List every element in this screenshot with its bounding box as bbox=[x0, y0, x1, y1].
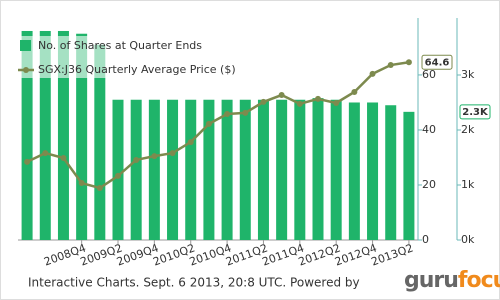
legend: No. of Shares at Quarter Ends SGX:J36 Qu… bbox=[16, 36, 266, 78]
point bbox=[387, 62, 394, 69]
point bbox=[315, 95, 321, 102]
point bbox=[187, 139, 194, 146]
logo: gurufocus bbox=[404, 268, 500, 293]
bar bbox=[221, 99, 233, 240]
point bbox=[133, 156, 140, 163]
bar bbox=[203, 99, 215, 240]
point bbox=[224, 111, 231, 118]
y-tick-label: 40 bbox=[422, 123, 436, 136]
bar bbox=[185, 99, 197, 240]
y-tick-label: 0 bbox=[422, 233, 429, 246]
bar bbox=[130, 99, 142, 240]
point bbox=[351, 89, 358, 95]
bar bbox=[76, 33, 88, 241]
bar bbox=[112, 99, 124, 240]
point bbox=[169, 150, 176, 157]
point bbox=[260, 98, 267, 105]
y2-tick-label: 0k bbox=[461, 233, 475, 246]
legend-label: SGX:J36 Quarterly Average Price ($) bbox=[38, 63, 236, 76]
point bbox=[24, 158, 31, 165]
value-label-box bbox=[459, 104, 491, 120]
bar bbox=[312, 98, 324, 240]
line bbox=[26, 61, 410, 190]
plot: 02040600k1k2k3k2008Q42009Q22009Q42010Q22… bbox=[21, 30, 475, 269]
value-label-box bbox=[421, 54, 453, 70]
y-tick-label: 60 bbox=[422, 68, 436, 81]
y2-tick-label: 3k bbox=[461, 68, 475, 81]
value-label: 2.3K bbox=[462, 107, 489, 118]
bar bbox=[294, 99, 306, 240]
legend-box bbox=[16, 36, 266, 78]
y2-tick-label: 2k bbox=[461, 123, 475, 136]
bar bbox=[167, 99, 179, 240]
bar bbox=[330, 99, 342, 240]
legend-swatch bbox=[23, 67, 29, 73]
point bbox=[42, 150, 49, 157]
point bbox=[205, 120, 212, 127]
point bbox=[115, 172, 121, 179]
bar bbox=[367, 102, 379, 240]
bar bbox=[348, 102, 360, 240]
footer: Interactive Charts. Sept. 6 2013, 20:8 U… bbox=[28, 276, 360, 290]
point bbox=[60, 155, 67, 162]
logo-part: guru bbox=[404, 268, 458, 293]
bar bbox=[39, 30, 51, 240]
logo-part: focus bbox=[458, 268, 500, 293]
point bbox=[405, 59, 412, 66]
value-label: 64.6 bbox=[425, 57, 450, 68]
point bbox=[96, 185, 103, 192]
legend-swatch bbox=[20, 40, 31, 51]
point bbox=[151, 153, 158, 160]
bar bbox=[403, 111, 415, 240]
bar bbox=[239, 99, 251, 240]
point bbox=[242, 109, 249, 116]
point bbox=[278, 92, 285, 99]
point bbox=[296, 100, 303, 107]
bar bbox=[276, 99, 288, 240]
bar bbox=[57, 30, 69, 240]
bar bbox=[385, 105, 397, 241]
bar bbox=[21, 30, 33, 240]
legend-label: No. of Shares at Quarter Ends bbox=[38, 39, 202, 52]
point bbox=[78, 180, 85, 187]
bar bbox=[94, 44, 106, 240]
bar bbox=[148, 99, 160, 240]
point bbox=[369, 70, 376, 77]
y2-tick-label: 1k bbox=[461, 178, 475, 191]
point bbox=[333, 100, 340, 107]
bar bbox=[257, 99, 269, 240]
y-tick-label: 20 bbox=[422, 178, 436, 191]
